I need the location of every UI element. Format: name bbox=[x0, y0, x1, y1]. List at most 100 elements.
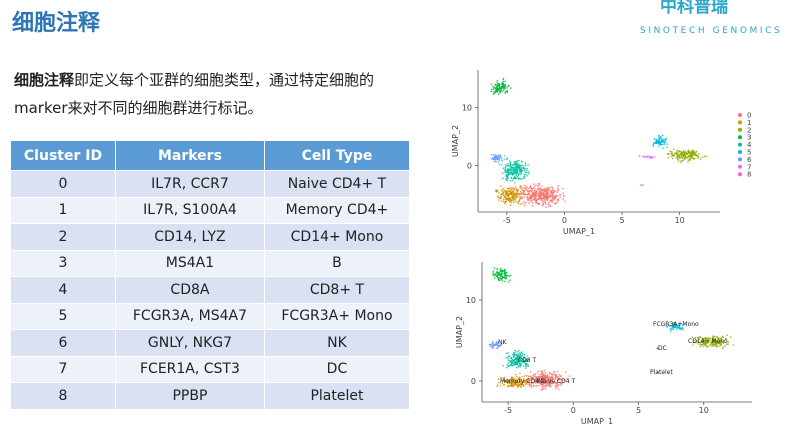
cell-point bbox=[562, 194, 565, 197]
cell-point bbox=[505, 271, 508, 274]
cell-point bbox=[698, 152, 700, 155]
cell-point bbox=[514, 169, 517, 172]
cell-point bbox=[501, 164, 503, 166]
cell-point bbox=[700, 337, 703, 339]
cell-point bbox=[555, 196, 558, 198]
cell-point bbox=[510, 171, 512, 173]
cell-point bbox=[511, 167, 513, 170]
cell-point bbox=[652, 144, 654, 146]
cell-point bbox=[552, 192, 555, 194]
cell-point bbox=[661, 143, 664, 146]
cell-point bbox=[541, 191, 543, 194]
cell-point bbox=[537, 184, 540, 187]
cell-point bbox=[548, 373, 551, 375]
cell-point bbox=[534, 185, 536, 187]
cell-point bbox=[505, 175, 507, 177]
cell-point bbox=[547, 186, 550, 189]
cell-point bbox=[529, 196, 532, 199]
cell-point bbox=[496, 271, 498, 273]
cell-point bbox=[509, 380, 511, 383]
cell-point bbox=[687, 150, 690, 153]
cell-point bbox=[722, 346, 725, 348]
cell-point bbox=[559, 194, 561, 196]
cell-point bbox=[501, 90, 503, 93]
cell-point bbox=[660, 141, 663, 144]
cell-point bbox=[520, 172, 522, 175]
cell-point bbox=[509, 163, 512, 166]
cell-point bbox=[520, 383, 523, 385]
cell-point bbox=[502, 342, 505, 345]
cell-point bbox=[638, 155, 641, 158]
cell-point bbox=[535, 184, 537, 187]
cell-point bbox=[726, 334, 728, 337]
cell-point bbox=[667, 324, 670, 326]
cell-point bbox=[508, 359, 510, 362]
cell-point bbox=[490, 83, 493, 85]
cell-point bbox=[504, 380, 507, 383]
cell-point bbox=[678, 150, 681, 153]
cell-point bbox=[500, 193, 503, 196]
cell-point bbox=[505, 200, 507, 203]
cell-point bbox=[496, 385, 499, 388]
cell-point bbox=[694, 153, 696, 156]
table-cell: 8 bbox=[10, 382, 116, 410]
cell-point bbox=[545, 191, 548, 194]
cell-point bbox=[490, 88, 493, 91]
cell-point bbox=[513, 188, 516, 190]
cell-point bbox=[504, 202, 506, 204]
cell-point bbox=[543, 369, 546, 372]
cell-point bbox=[528, 196, 530, 199]
cell-point bbox=[492, 347, 495, 349]
cell-point bbox=[656, 139, 659, 142]
cell-point bbox=[649, 156, 652, 158]
cell-point bbox=[501, 82, 503, 85]
cell-point bbox=[514, 186, 517, 188]
cell-point bbox=[671, 323, 674, 325]
cell-point bbox=[539, 190, 541, 192]
cell-point bbox=[644, 156, 647, 159]
cell-point bbox=[675, 324, 677, 326]
cell-point bbox=[527, 377, 529, 379]
cell-point bbox=[518, 165, 521, 168]
cell-point bbox=[666, 326, 668, 328]
cell-point bbox=[503, 196, 506, 199]
cell-point bbox=[543, 188, 545, 190]
cell-point bbox=[663, 140, 665, 143]
cell-point bbox=[510, 87, 512, 89]
cell-point bbox=[519, 178, 521, 180]
cell-point bbox=[712, 337, 714, 339]
cell-point bbox=[517, 174, 520, 177]
table-cell: 5 bbox=[10, 302, 116, 330]
cell-point bbox=[515, 375, 518, 378]
cell-point bbox=[520, 379, 523, 381]
cell-point bbox=[495, 87, 497, 89]
cell-point bbox=[517, 195, 519, 198]
x-tick-label: 5 bbox=[636, 406, 641, 415]
cell-point bbox=[521, 188, 524, 191]
cell-point bbox=[714, 342, 716, 344]
cell-point bbox=[529, 195, 531, 197]
legend-swatch bbox=[738, 164, 742, 169]
cell-point bbox=[527, 187, 529, 190]
cell-point bbox=[727, 343, 729, 346]
cell-point bbox=[657, 347, 660, 350]
cell-point bbox=[502, 89, 505, 92]
cell-point bbox=[507, 194, 510, 196]
cell-point bbox=[492, 153, 495, 156]
cell-point bbox=[531, 195, 534, 198]
cell-point bbox=[528, 385, 531, 387]
cell-point bbox=[513, 364, 515, 366]
cell-point bbox=[521, 186, 523, 188]
cell-point bbox=[504, 168, 506, 171]
cell-point bbox=[517, 377, 520, 380]
cell-point bbox=[497, 199, 500, 201]
cell-point bbox=[510, 378, 513, 381]
cell-point bbox=[531, 193, 534, 195]
cell-point bbox=[677, 152, 679, 154]
cell-point bbox=[684, 150, 687, 153]
cell-point bbox=[666, 143, 669, 145]
cell-point bbox=[508, 193, 510, 195]
cell-point bbox=[517, 173, 520, 175]
cell-point bbox=[500, 344, 502, 346]
cell-point bbox=[507, 85, 510, 87]
